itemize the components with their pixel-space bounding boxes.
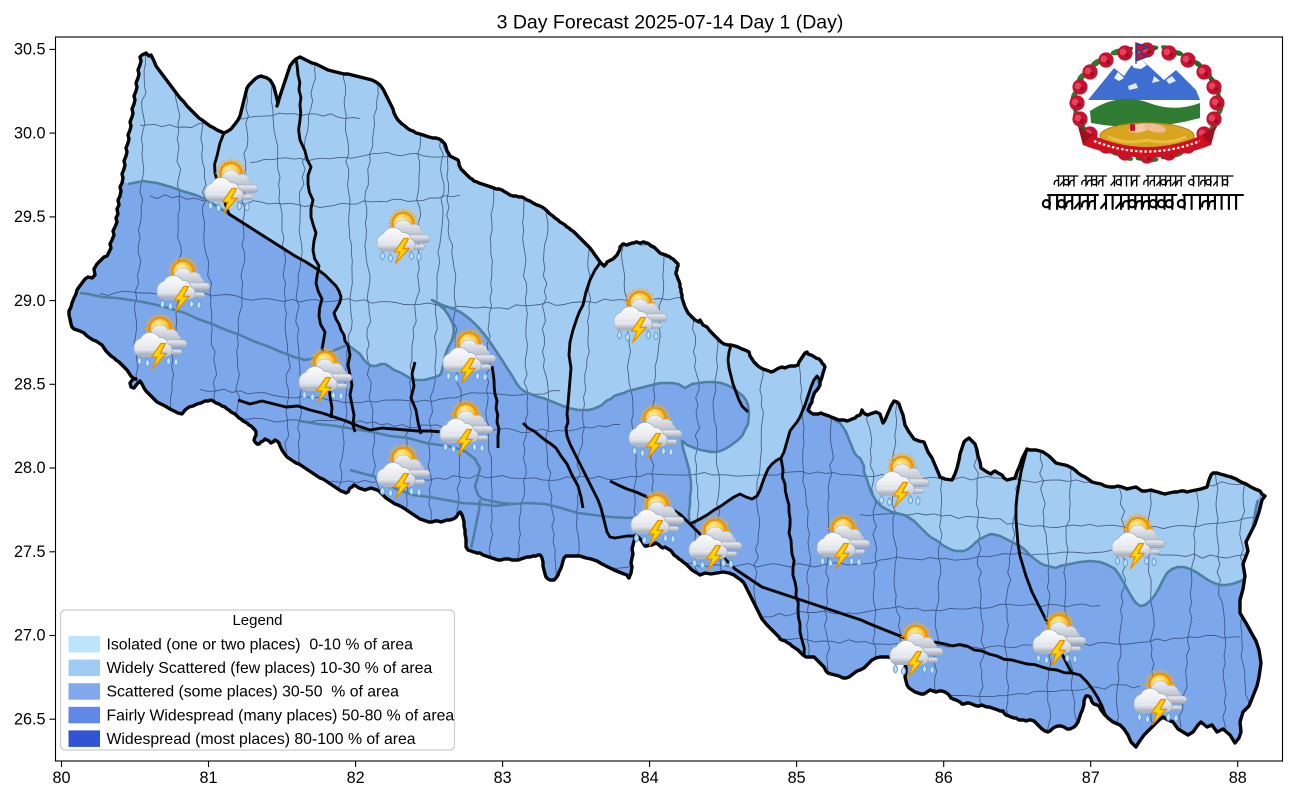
svg-text:Isolated (one or two places): Isolated (one or two places) 0-10 % of a… xyxy=(107,637,414,654)
svg-text:80: 80 xyxy=(52,769,70,787)
svg-text:Legend: Legend xyxy=(232,612,282,629)
svg-text:Widely Scattered (few places): Widely Scattered (few places) 10-30 % of… xyxy=(107,660,433,677)
svg-text:27.5: 27.5 xyxy=(14,543,46,561)
svg-text:28.5: 28.5 xyxy=(14,376,46,394)
svg-text:Fairly Widespread (many places: Fairly Widespread (many places) 50-80 % … xyxy=(107,707,455,724)
svg-text:27.0: 27.0 xyxy=(14,627,46,645)
svg-text:28.0: 28.0 xyxy=(14,459,46,477)
svg-text:Scattered (some places) 30-50: Scattered (some places) 30-50 % of area xyxy=(107,684,400,701)
svg-text:84: 84 xyxy=(641,769,659,787)
svg-text:3 Day Forecast 2025-07-14 Day: 3 Day Forecast 2025-07-14 Day 1 (Day) xyxy=(497,12,844,34)
svg-text:86: 86 xyxy=(935,769,953,787)
svg-text:29.0: 29.0 xyxy=(14,292,46,310)
svg-text:26.5: 26.5 xyxy=(14,710,46,728)
svg-text:87: 87 xyxy=(1082,769,1100,787)
svg-text:30.5: 30.5 xyxy=(14,41,46,59)
svg-text:29.5: 29.5 xyxy=(14,208,46,226)
svg-text:83: 83 xyxy=(494,769,512,787)
svg-text:Widespread (most places) 80-10: Widespread (most places) 80-100 % of are… xyxy=(107,731,416,748)
svg-text:30.0: 30.0 xyxy=(14,124,46,142)
svg-text:85: 85 xyxy=(788,769,806,787)
svg-text:88: 88 xyxy=(1229,769,1247,787)
svg-text:82: 82 xyxy=(347,769,365,787)
svg-text:81: 81 xyxy=(199,769,217,787)
